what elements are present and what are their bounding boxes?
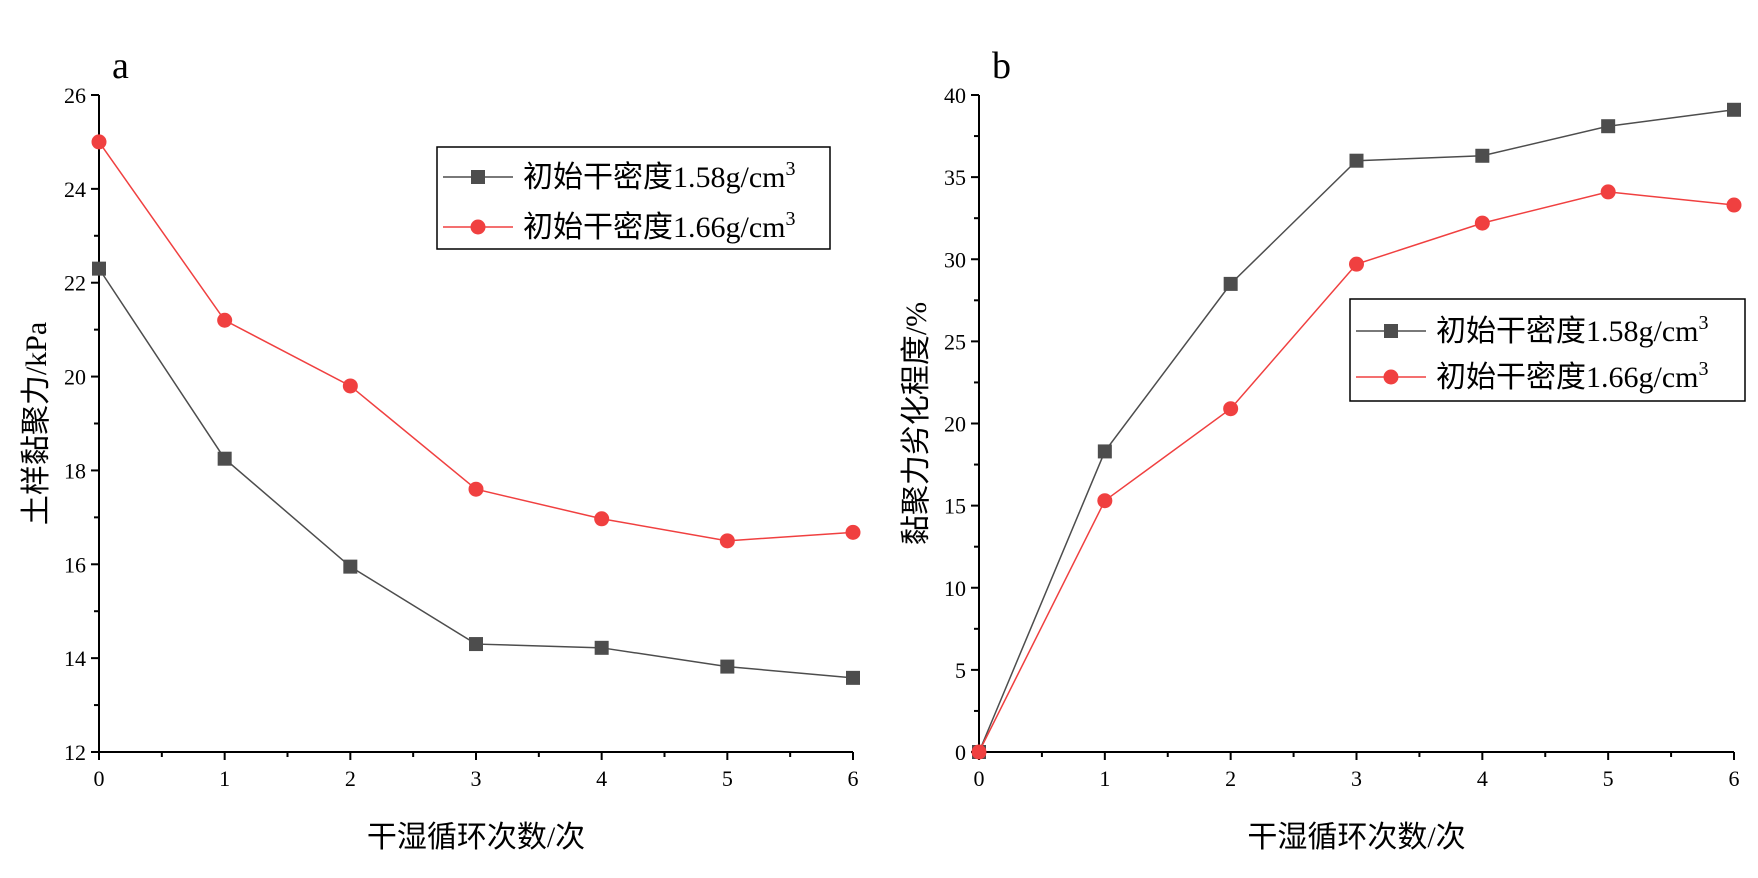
y-tick-label: 40 xyxy=(944,83,966,108)
legend: 初始干密度1.58g/cm3 初始干密度1.66g/cm3 xyxy=(436,146,831,250)
data-point-circle xyxy=(1474,215,1490,231)
y-tick-label: 0 xyxy=(955,740,966,765)
x-tick-label: 6 xyxy=(1729,766,1740,791)
data-point-square xyxy=(469,637,483,652)
data-point-circle xyxy=(971,744,987,760)
legend-label: 初始干密度1.66g/cm3 xyxy=(1436,358,1709,394)
legend-box xyxy=(1349,298,1746,402)
x-tick-label: 2 xyxy=(1225,766,1236,791)
data-point-circle xyxy=(91,134,107,150)
data-point-circle xyxy=(594,511,610,527)
legend-marker-square xyxy=(471,170,485,184)
chart-panel-b: b 0 1 2 3 4 5 6 0 5 10 15 20 25 30 35 40 干湿循环次数/次 黏聚力劣化程度/… xyxy=(900,45,1746,854)
x-tick-label: 5 xyxy=(1603,766,1614,791)
x-tick-label: 2 xyxy=(345,766,356,791)
legend: 初始干密度1.58g/cm3 初始干密度1.66g/cm3 xyxy=(1349,298,1746,402)
data-point-circle xyxy=(1097,493,1113,509)
data-point-square xyxy=(1475,148,1490,163)
panel-letter: b xyxy=(992,45,1011,87)
series-2 xyxy=(971,184,1742,760)
data-point-square xyxy=(720,659,735,674)
data-point-square xyxy=(217,451,232,466)
data-point-circle xyxy=(1223,401,1239,417)
data-point-circle xyxy=(719,533,735,549)
legend-marker-circle xyxy=(1383,369,1399,385)
data-point-circle xyxy=(217,312,233,328)
y-tick-label: 10 xyxy=(944,576,966,601)
data-point-circle xyxy=(468,481,484,497)
data-point-square xyxy=(594,640,609,655)
x-tick-label: 4 xyxy=(1477,766,1488,791)
y-tick-label: 16 xyxy=(64,552,86,577)
series-line xyxy=(978,109,1735,753)
legend-label: 初始干密度1.66g/cm3 xyxy=(523,208,796,244)
data-point-circle xyxy=(342,378,358,394)
data-point-square xyxy=(1223,276,1238,291)
y-tick-label: 30 xyxy=(944,247,966,272)
data-point-square xyxy=(1349,153,1364,168)
y-tick-label: 26 xyxy=(64,83,86,108)
y-tick-label: 24 xyxy=(64,177,86,202)
x-tick-label: 0 xyxy=(974,766,985,791)
y-tick-label: 20 xyxy=(944,412,966,437)
data-point-square xyxy=(343,559,358,574)
x-tick-label: 3 xyxy=(1351,766,1362,791)
y-axis-title: 黏聚力劣化程度/% xyxy=(900,302,933,545)
panel-letter: a xyxy=(112,45,129,87)
data-point-circle xyxy=(1349,256,1364,272)
x-tick-label: 0 xyxy=(94,766,105,791)
y-tick-label: 14 xyxy=(64,646,86,671)
legend-box xyxy=(436,146,831,250)
y-axis-title: 土样黏聚力/kPa xyxy=(20,322,53,525)
x-tick-label: 5 xyxy=(722,766,733,791)
series-1 xyxy=(92,261,860,685)
y-tick-label: 20 xyxy=(64,365,86,390)
x-tick-label: 1 xyxy=(1099,766,1110,791)
data-point-square xyxy=(1601,119,1616,134)
y-tick-label: 22 xyxy=(64,271,86,296)
legend-marker-square xyxy=(1384,324,1398,338)
series-1 xyxy=(972,102,1741,759)
series-line xyxy=(978,191,1735,753)
chart-panel-a: a0 1 2 3 4 5 61214161820222426干湿循环次数/次土样黏聚力/kP… xyxy=(20,45,861,854)
y-tick-label: 15 xyxy=(944,494,966,519)
y-tick-label: 18 xyxy=(64,458,86,483)
data-point-square xyxy=(846,670,860,685)
data-point-circle xyxy=(1726,197,1742,213)
x-axis-title: 干湿循环次数/次 xyxy=(1247,821,1465,854)
legend-label: 初始干密度1.58g/cm3 xyxy=(523,158,796,194)
legend-label: 初始干密度1.58g/cm3 xyxy=(1436,312,1709,348)
legend-marker-circle xyxy=(470,219,486,235)
data-point-circle xyxy=(845,524,861,540)
series-line xyxy=(98,268,854,679)
series-2 xyxy=(91,134,861,549)
data-point-square xyxy=(1727,102,1741,117)
x-tick-label: 3 xyxy=(471,766,482,791)
data-point-square xyxy=(92,261,106,276)
y-tick-label: 5 xyxy=(955,658,966,683)
y-tick-label: 35 xyxy=(944,165,966,190)
data-point-circle xyxy=(1600,184,1616,200)
x-tick-label: 4 xyxy=(596,766,607,791)
x-tick-label: 1 xyxy=(219,766,230,791)
data-point-square xyxy=(1097,444,1112,459)
x-axis-title: 干湿循环次数/次 xyxy=(367,821,585,854)
x-tick-label: 6 xyxy=(848,766,859,791)
y-tick-label: 25 xyxy=(944,329,966,354)
y-tick-label: 12 xyxy=(64,740,86,765)
